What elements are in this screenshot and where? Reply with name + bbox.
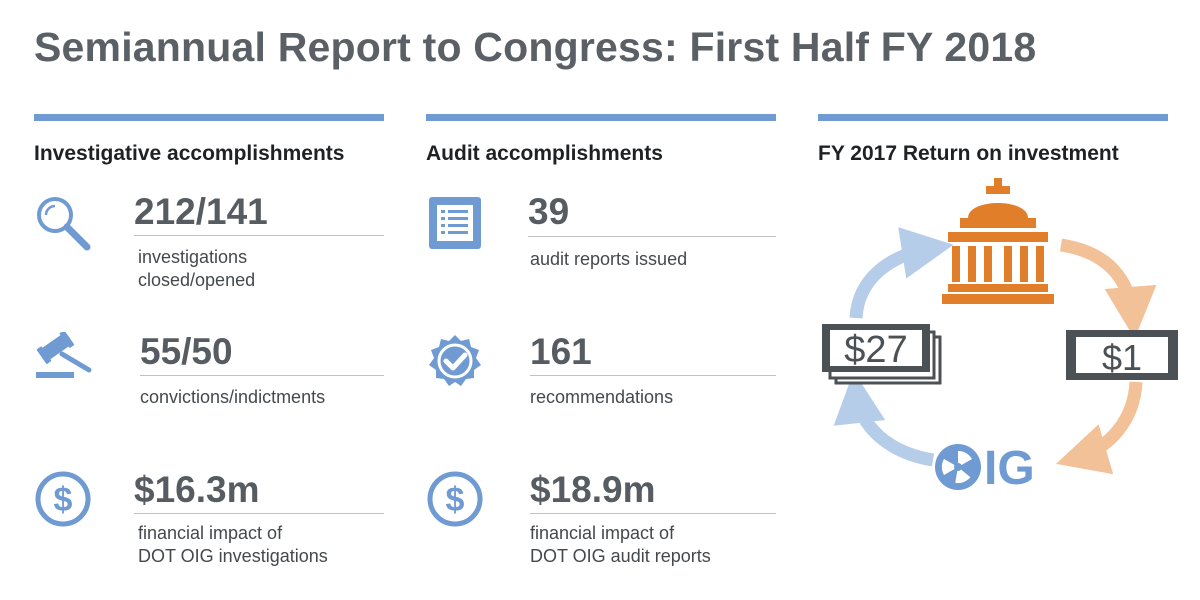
cycle-arrow-icon — [1059, 238, 1157, 339]
stat-divider — [134, 235, 384, 236]
stat-divider — [134, 513, 384, 514]
gavel-icon — [36, 332, 92, 378]
stat-label: financial impact of DOT OIG investigatio… — [138, 523, 328, 566]
capitol-icon — [942, 178, 1054, 304]
stat-divider — [528, 236, 776, 237]
check-badge-icon — [429, 335, 481, 386]
stat-divider — [530, 375, 776, 376]
stat-value: 39 — [528, 191, 570, 232]
oig-logo-text: IG — [984, 442, 1035, 495]
column-divider-bar — [818, 114, 1168, 121]
stat-label: audit reports issued — [530, 249, 688, 269]
report-list-icon — [429, 197, 481, 249]
money-stack-icon: $27 — [822, 324, 942, 385]
stat-value: 161 — [530, 331, 592, 372]
dollar-circle-icon: $ — [35, 471, 91, 527]
page-title: Semiannual Report to Congress: First Hal… — [34, 24, 1037, 70]
stat-divider — [140, 375, 384, 376]
column-heading: Investigative accomplishments — [34, 142, 345, 165]
cycle-arrow-icon — [833, 371, 935, 467]
stat-label: investigations closed/opened — [138, 247, 256, 290]
stat-value: $18.9m — [530, 469, 656, 510]
stat-label: recommendations — [530, 387, 674, 407]
stat-divider — [530, 513, 776, 514]
right-bill-amount: $1 — [1102, 337, 1142, 378]
stat-value: 55/50 — [140, 331, 233, 372]
magnifier-icon — [37, 197, 91, 251]
cycle-arrow-icon — [849, 227, 954, 319]
svg-text:$: $ — [446, 481, 465, 519]
dollar-bill-icon: $1 — [1066, 330, 1178, 380]
roi-cycle-graphic: $27 $1 IG — [822, 178, 1178, 495]
stat-value: $16.3m — [134, 469, 260, 510]
stat-label: financial impact of DOT OIG audit report… — [530, 523, 711, 566]
left-bill-amount: $27 — [844, 329, 907, 371]
audit-column: Audit accomplishments — [426, 114, 776, 166]
svg-text:$: $ — [54, 481, 73, 519]
column-divider-bar — [34, 114, 384, 121]
investigative-column: Investigative accomplishments — [34, 114, 384, 166]
column-heading: FY 2017 Return on investment — [818, 142, 1119, 165]
stat-label: convictions/indictments — [140, 387, 326, 407]
oig-logo-icon: IG — [935, 442, 1035, 495]
dollar-circle-icon: $ — [427, 471, 483, 527]
cycle-arrow-icon — [1056, 381, 1143, 475]
column-divider-bar — [426, 114, 776, 121]
stat-value: 212/141 — [134, 191, 268, 232]
column-heading: Audit accomplishments — [426, 142, 663, 165]
roi-column: FY 2017 Return on investment — [818, 114, 1168, 166]
